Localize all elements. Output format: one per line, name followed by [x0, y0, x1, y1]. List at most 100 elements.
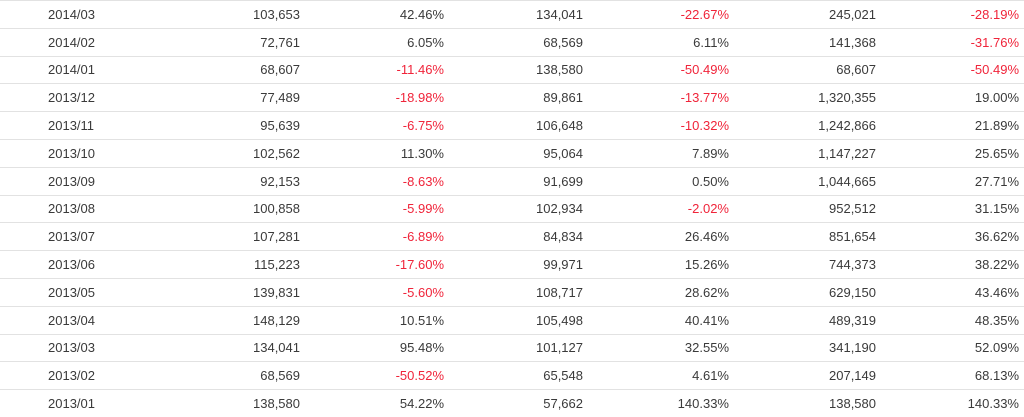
value-cell: 134,041	[447, 0, 587, 29]
percent-cell: -10.32%	[587, 111, 733, 140]
value-cell: 65,548	[447, 361, 587, 391]
percent-cell: -50.49%	[587, 56, 733, 85]
percent-cell: -50.52%	[303, 361, 447, 391]
percent-cell: -5.60%	[303, 278, 447, 307]
value-cell: 99,971	[447, 250, 587, 279]
table-row: 2013/03 134,041 95.48% 101,127 32.55% 341,190…	[0, 334, 1024, 363]
value-cell: 108,717	[447, 278, 587, 307]
month-cell: 2013/01	[0, 389, 150, 417]
table-row: 2013/10 102,562 11.30% 95,064 7.89% 1,147,227…	[0, 139, 1024, 168]
percent-cell: -8.63%	[303, 167, 447, 196]
value-cell: 141,368	[733, 28, 880, 57]
value-cell: 95,064	[447, 139, 587, 168]
value-cell: 148,129	[150, 306, 303, 335]
value-cell: 744,373	[733, 250, 880, 279]
percent-cell: 25.65%	[880, 139, 1024, 168]
percent-cell: 95.48%	[303, 334, 447, 363]
percent-cell: 15.26%	[587, 250, 733, 279]
month-cell: 2013/11	[0, 111, 150, 140]
percent-cell: 52.09%	[880, 334, 1024, 363]
percent-cell: 36.62%	[880, 222, 1024, 252]
percent-cell: 40.41%	[587, 306, 733, 335]
month-cell: 2013/08	[0, 195, 150, 224]
value-cell: 105,498	[447, 306, 587, 335]
value-cell: 107,281	[150, 222, 303, 252]
table-row: 2013/01 138,580 54.22% 57,662 140.33% 138,580…	[0, 389, 1024, 417]
percent-cell: 4.61%	[587, 361, 733, 391]
value-cell: 57,662	[447, 389, 587, 417]
value-cell: 92,153	[150, 167, 303, 196]
percent-cell: 7.89%	[587, 139, 733, 168]
value-cell: 106,648	[447, 111, 587, 140]
value-cell: 245,021	[733, 0, 880, 29]
month-cell: 2013/05	[0, 278, 150, 307]
value-cell: 138,580	[733, 389, 880, 417]
percent-cell: 68.13%	[880, 361, 1024, 391]
percent-cell: -6.89%	[303, 222, 447, 252]
month-cell: 2014/01	[0, 56, 150, 85]
percent-cell: -11.46%	[303, 56, 447, 85]
percent-cell: 27.71%	[880, 167, 1024, 196]
percent-cell: -28.19%	[880, 0, 1024, 29]
percent-cell: 26.46%	[587, 222, 733, 252]
percent-cell: -18.98%	[303, 83, 447, 113]
value-cell: 115,223	[150, 250, 303, 279]
value-cell: 89,861	[447, 83, 587, 113]
percent-cell: 48.35%	[880, 306, 1024, 335]
percent-cell: -5.99%	[303, 195, 447, 224]
percent-cell: 140.33%	[880, 389, 1024, 417]
percent-cell: -13.77%	[587, 83, 733, 113]
month-cell: 2014/03	[0, 0, 150, 29]
value-cell: 1,147,227	[733, 139, 880, 168]
percent-cell: 54.22%	[303, 389, 447, 417]
percent-cell: 10.51%	[303, 306, 447, 335]
value-cell: 489,319	[733, 306, 880, 335]
table-row: 2013/06 115,223 -17.60% 99,971 15.26% 744,373…	[0, 250, 1024, 279]
value-cell: 851,654	[733, 222, 880, 252]
value-cell: 1,044,665	[733, 167, 880, 196]
month-cell: 2013/07	[0, 222, 150, 252]
percent-cell: 32.55%	[587, 334, 733, 363]
percent-cell: 0.50%	[587, 167, 733, 196]
value-cell: 77,489	[150, 83, 303, 113]
table-row: 2013/11 95,639 -6.75% 106,648 -10.32% 1,242,8…	[0, 111, 1024, 140]
month-cell: 2013/09	[0, 167, 150, 196]
value-cell: 341,190	[733, 334, 880, 363]
percent-cell: 6.11%	[587, 28, 733, 57]
month-cell: 2013/10	[0, 139, 150, 168]
value-cell: 95,639	[150, 111, 303, 140]
percent-cell: 11.30%	[303, 139, 447, 168]
month-cell: 2014/02	[0, 28, 150, 57]
month-cell: 2013/02	[0, 361, 150, 391]
percent-cell: -31.76%	[880, 28, 1024, 57]
value-cell: 207,149	[733, 361, 880, 391]
month-cell: 2013/12	[0, 83, 150, 113]
table-row: 2013/04 148,129 10.51% 105,498 40.41% 489,319…	[0, 306, 1024, 335]
table-row: 2014/02 72,761 6.05% 68,569 6.11% 141,368 -31.…	[0, 28, 1024, 57]
table-row: 2013/05 139,831 -5.60% 108,717 28.62% 629,150…	[0, 278, 1024, 307]
value-cell: 68,607	[733, 56, 880, 85]
value-cell: 102,562	[150, 139, 303, 168]
value-cell: 138,580	[447, 56, 587, 85]
value-cell: 139,831	[150, 278, 303, 307]
table-row: 2013/08 100,858 -5.99% 102,934 -2.02% 952,512…	[0, 195, 1024, 224]
value-cell: 68,569	[447, 28, 587, 57]
percent-cell: 28.62%	[587, 278, 733, 307]
percent-cell: 38.22%	[880, 250, 1024, 279]
value-cell: 72,761	[150, 28, 303, 57]
value-cell: 101,127	[447, 334, 587, 363]
table-row: 2013/09 92,153 -8.63% 91,699 0.50% 1,044,665 2…	[0, 167, 1024, 196]
table-row: 2013/07 107,281 -6.89% 84,834 26.46% 851,654 3…	[0, 222, 1024, 252]
percent-cell: -6.75%	[303, 111, 447, 140]
table-row: 2014/01 68,607 -11.46% 138,580 -50.49% 68,607…	[0, 56, 1024, 85]
month-cell: 2013/03	[0, 334, 150, 363]
value-cell: 102,934	[447, 195, 587, 224]
table-row: 2013/12 77,489 -18.98% 89,861 -13.77% 1,320,3…	[0, 83, 1024, 113]
percent-cell: 21.89%	[880, 111, 1024, 140]
value-cell: 68,607	[150, 56, 303, 85]
value-cell: 84,834	[447, 222, 587, 252]
percent-cell: 6.05%	[303, 28, 447, 57]
table-row: 2014/03 103,653 42.46% 134,041 -22.67% 245,02…	[0, 0, 1024, 29]
percent-cell: -2.02%	[587, 195, 733, 224]
